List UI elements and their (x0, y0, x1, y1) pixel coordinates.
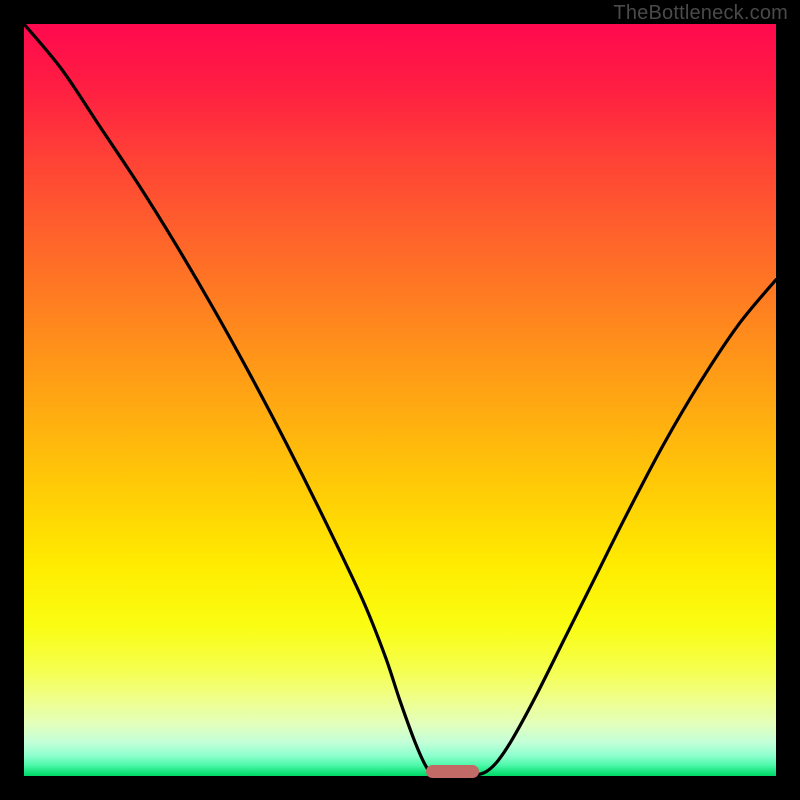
curve-layer (24, 24, 776, 776)
optimal-range-marker (426, 765, 479, 779)
bottleneck-curve (24, 24, 776, 776)
chart-frame: TheBottleneck.com (0, 0, 800, 800)
watermark-text: TheBottleneck.com (613, 2, 788, 25)
plot-area (24, 24, 776, 776)
